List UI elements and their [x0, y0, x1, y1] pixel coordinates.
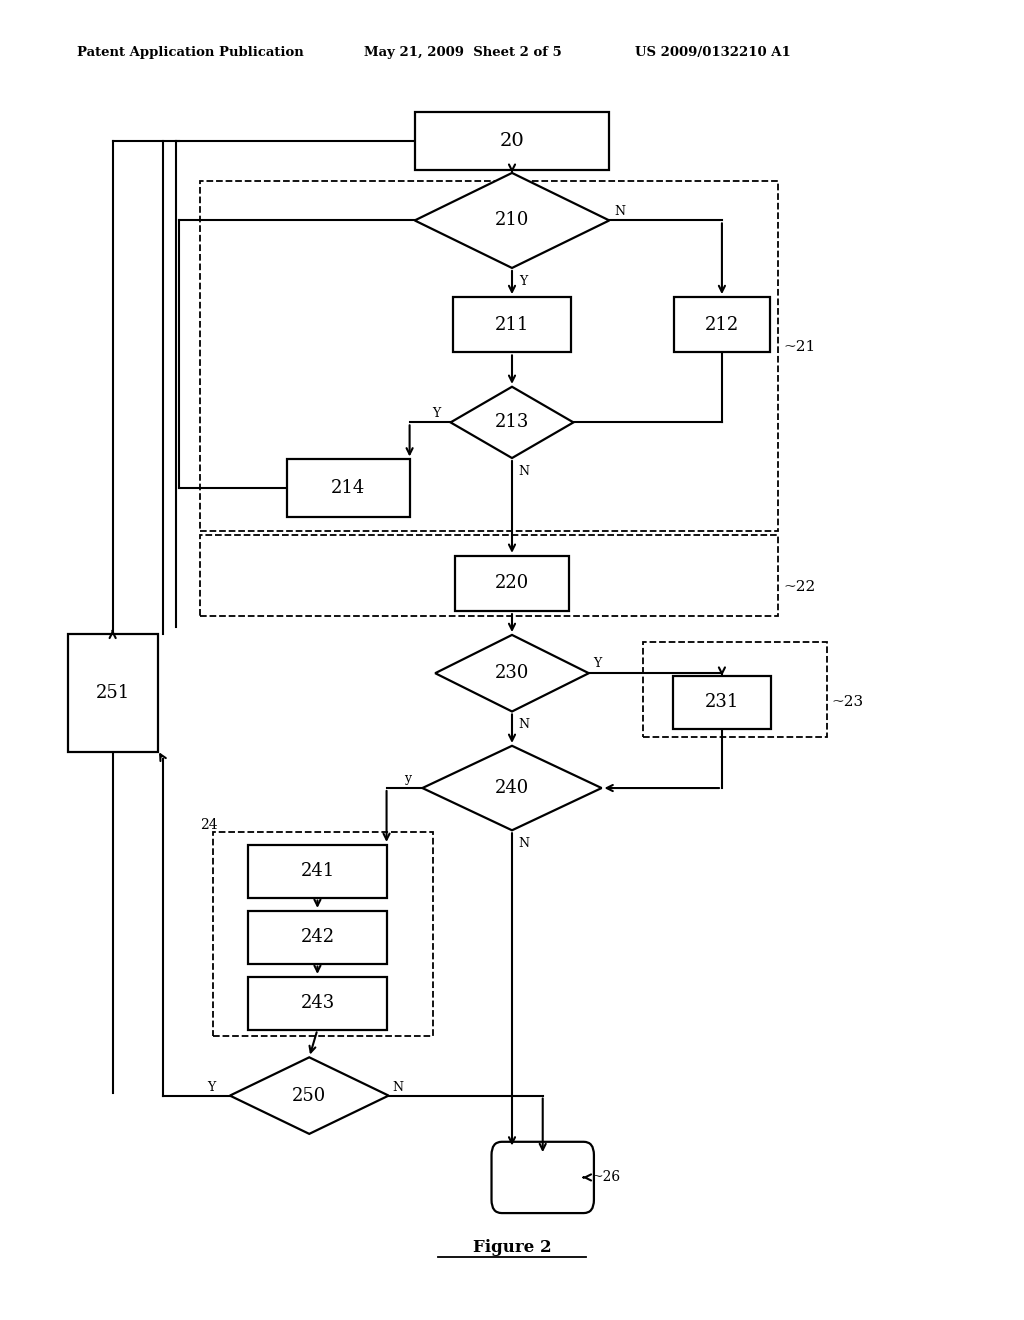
Text: 242: 242 — [300, 928, 335, 946]
Text: N: N — [518, 465, 529, 478]
Text: 250: 250 — [292, 1086, 327, 1105]
Polygon shape — [451, 387, 573, 458]
Text: 240: 240 — [495, 779, 529, 797]
Text: ~23: ~23 — [831, 696, 863, 709]
Text: US 2009/0132210 A1: US 2009/0132210 A1 — [635, 46, 791, 59]
Text: 24: 24 — [200, 818, 217, 832]
Text: 243: 243 — [300, 994, 335, 1012]
Text: 214: 214 — [331, 479, 366, 498]
Text: N: N — [614, 205, 626, 218]
Polygon shape — [422, 746, 602, 830]
Text: May 21, 2009  Sheet 2 of 5: May 21, 2009 Sheet 2 of 5 — [364, 46, 561, 59]
Text: y: y — [403, 772, 411, 785]
Text: N: N — [518, 837, 529, 850]
FancyBboxPatch shape — [674, 676, 770, 729]
FancyBboxPatch shape — [248, 845, 387, 898]
Text: Y: Y — [432, 407, 440, 420]
Text: 241: 241 — [300, 862, 335, 880]
Text: 211: 211 — [495, 315, 529, 334]
Text: 212: 212 — [705, 315, 739, 334]
Text: N: N — [518, 718, 529, 731]
Text: Y: Y — [593, 657, 601, 671]
Polygon shape — [229, 1057, 389, 1134]
FancyBboxPatch shape — [287, 459, 410, 517]
FancyBboxPatch shape — [415, 112, 609, 170]
Text: Y: Y — [207, 1081, 216, 1094]
Text: ~26: ~26 — [592, 1171, 621, 1184]
Text: 251: 251 — [95, 684, 130, 702]
Text: 230: 230 — [495, 664, 529, 682]
FancyBboxPatch shape — [492, 1142, 594, 1213]
FancyBboxPatch shape — [248, 911, 387, 964]
FancyBboxPatch shape — [68, 634, 158, 752]
Text: 231: 231 — [705, 693, 739, 711]
FancyBboxPatch shape — [455, 556, 569, 611]
Text: Patent Application Publication: Patent Application Publication — [77, 46, 303, 59]
Polygon shape — [435, 635, 589, 711]
Polygon shape — [415, 173, 609, 268]
Text: ~21: ~21 — [783, 341, 815, 354]
FancyBboxPatch shape — [248, 977, 387, 1030]
FancyBboxPatch shape — [674, 297, 770, 352]
Text: 213: 213 — [495, 413, 529, 432]
Text: 220: 220 — [495, 574, 529, 593]
Text: ~22: ~22 — [783, 581, 815, 594]
Text: Figure 2: Figure 2 — [473, 1239, 551, 1255]
FancyBboxPatch shape — [453, 297, 571, 352]
Text: 210: 210 — [495, 211, 529, 230]
Text: N: N — [393, 1081, 403, 1094]
Text: Y: Y — [519, 275, 527, 288]
Text: 20: 20 — [500, 132, 524, 150]
